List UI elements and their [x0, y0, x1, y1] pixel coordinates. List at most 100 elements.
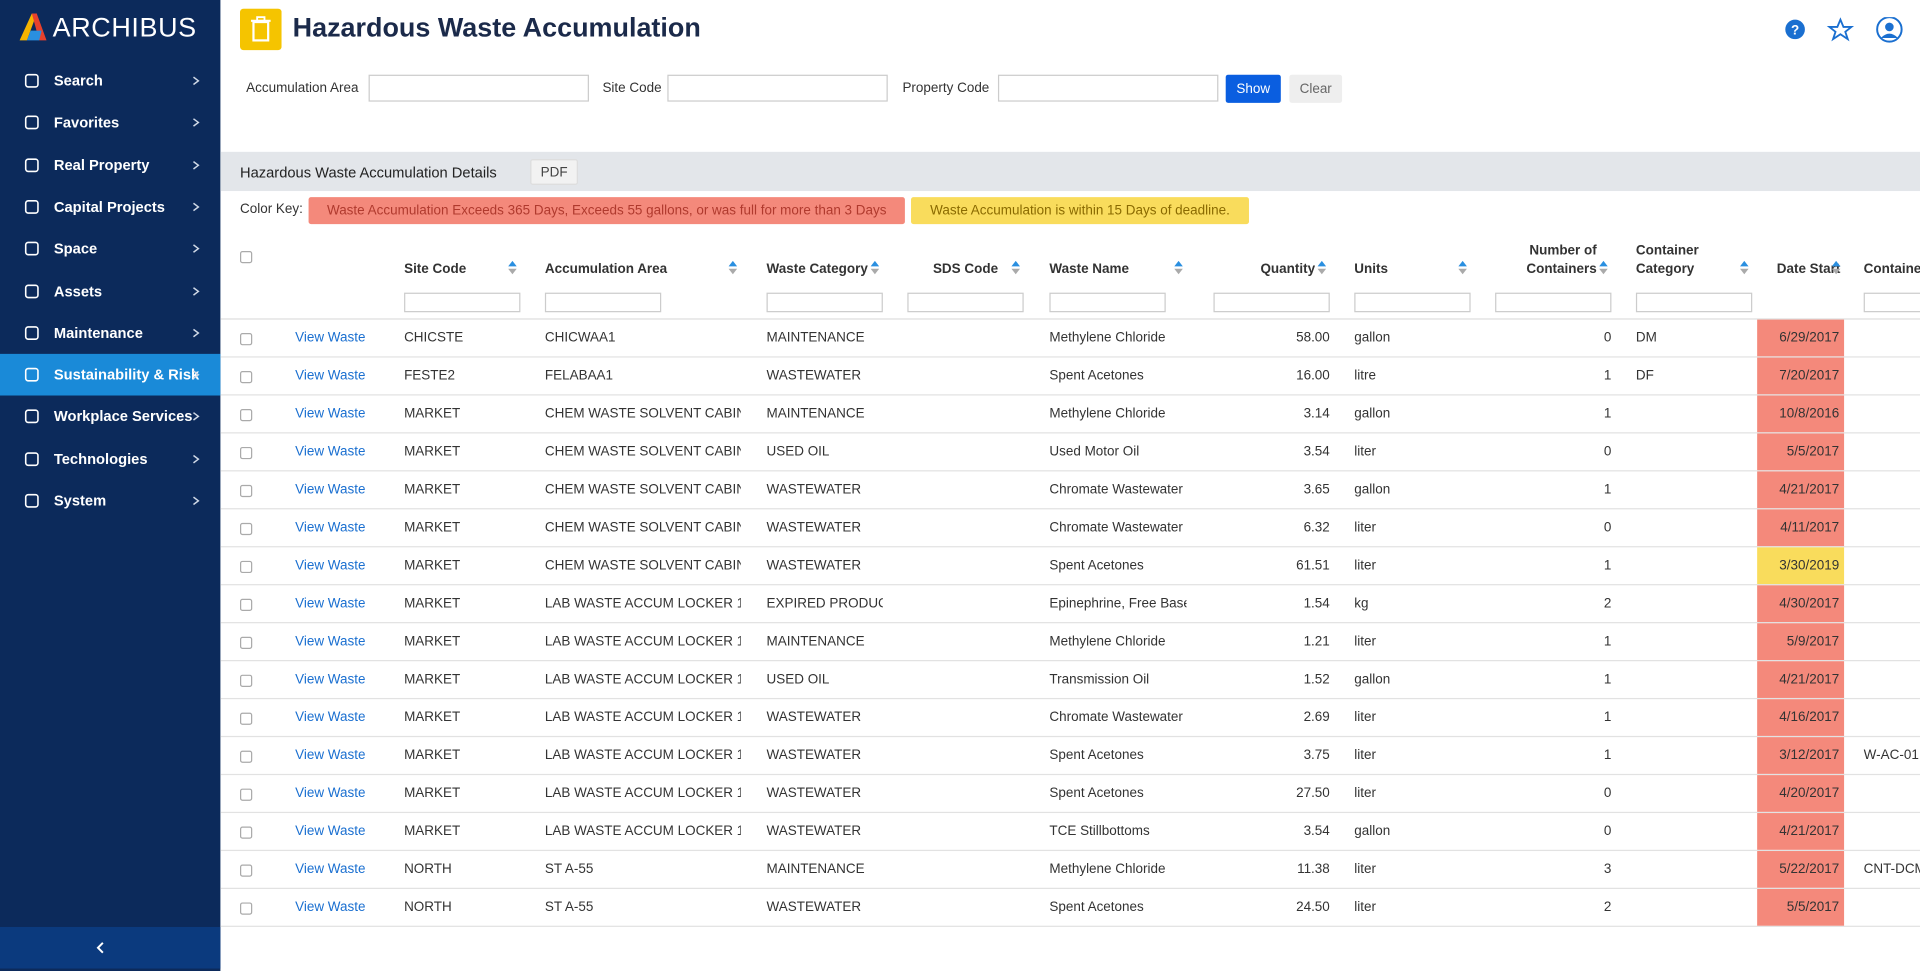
view-waste-link[interactable]: View Waste — [295, 547, 365, 584]
column-header[interactable]: Waste Name — [1049, 240, 1186, 279]
column-header[interactable]: Quantity — [1213, 240, 1315, 279]
view-waste-link[interactable]: View Waste — [295, 433, 365, 470]
table-cell: CHICWAA1 — [545, 320, 741, 357]
table-cell: Spent Acetones — [1049, 737, 1186, 774]
sort-icon[interactable] — [1318, 261, 1327, 276]
filter-input[interactable] — [998, 75, 1218, 102]
row-checkbox[interactable] — [240, 751, 252, 763]
table-cell: 1 — [1495, 547, 1611, 584]
view-waste-link[interactable]: View Waste — [295, 661, 365, 698]
filter-input[interactable] — [369, 75, 589, 102]
sort-icon[interactable] — [508, 261, 517, 276]
table-cell: 0 — [1495, 433, 1611, 470]
collapse-bar[interactable] — [0, 927, 220, 969]
nav-item[interactable]: Sustainability & Risk — [0, 354, 220, 396]
nav-item[interactable]: Assets — [0, 270, 220, 312]
nav-item[interactable]: Technologies — [0, 438, 220, 480]
row-checkbox[interactable] — [240, 713, 252, 725]
select-all[interactable] — [240, 251, 252, 263]
row-checkbox[interactable] — [240, 902, 252, 914]
column-filter[interactable] — [1213, 293, 1329, 313]
view-waste-link[interactable]: View Waste — [295, 889, 365, 926]
table-cell: liter — [1354, 699, 1470, 736]
view-waste-link[interactable]: View Waste — [295, 699, 365, 736]
column-filter[interactable] — [1495, 293, 1611, 313]
column-filter[interactable] — [1354, 293, 1470, 313]
view-waste-link[interactable]: View Waste — [295, 471, 365, 508]
column-header[interactable]: Container Category — [1636, 240, 1752, 279]
nav-item[interactable]: Workplace Services — [0, 396, 220, 438]
favorite-icon[interactable] — [1829, 20, 1851, 40]
column-filter[interactable] — [767, 293, 883, 313]
nav-item[interactable]: Maintenance — [0, 312, 220, 354]
column-header[interactable]: Accumulation Area — [545, 240, 741, 279]
pdf-button[interactable]: PDF — [530, 159, 578, 185]
table-cell: MARKET — [404, 699, 520, 736]
sort-icon[interactable] — [871, 261, 880, 276]
sort-icon[interactable] — [1011, 261, 1020, 276]
table-cell: 1 — [1495, 396, 1611, 433]
column-header[interactable]: Site Code — [404, 240, 520, 279]
column-filter[interactable] — [545, 293, 661, 313]
column-header[interactable]: Number of Containers — [1495, 240, 1597, 279]
table-cell: 24.50 — [1213, 889, 1329, 926]
nav-icon — [24, 325, 39, 340]
column-header[interactable]: Container — [1864, 240, 1920, 279]
sort-icon[interactable] — [1599, 261, 1608, 276]
column-header[interactable]: Units — [1354, 240, 1470, 279]
sort-icon[interactable] — [729, 261, 738, 276]
view-waste-link[interactable]: View Waste — [295, 813, 365, 850]
table-cell: gallon — [1354, 471, 1470, 508]
show-button[interactable]: Show — [1226, 75, 1281, 103]
row-checkbox[interactable] — [240, 599, 252, 611]
column-filter[interactable] — [1049, 293, 1165, 313]
color-key-item: Waste Accumulation is within 15 Days of … — [911, 197, 1249, 224]
sort-icon[interactable] — [1458, 261, 1467, 276]
table-cell: 0 — [1495, 509, 1611, 546]
view-waste-link[interactable]: View Waste — [295, 396, 365, 433]
view-waste-link[interactable]: View Waste — [295, 585, 365, 622]
column-filter[interactable] — [1864, 293, 1920, 313]
sort-icon[interactable] — [1174, 261, 1183, 276]
column-header[interactable]: Waste Category — [767, 240, 883, 279]
table-cell: MARKET — [404, 661, 520, 698]
row-checkbox[interactable] — [240, 333, 252, 345]
column-filter[interactable] — [404, 293, 520, 313]
row-checkbox[interactable] — [240, 371, 252, 383]
row-checkbox[interactable] — [240, 561, 252, 573]
view-waste-link[interactable]: View Waste — [295, 509, 365, 546]
view-waste-link[interactable]: View Waste — [295, 737, 365, 774]
nav-item[interactable]: Capital Projects — [0, 186, 220, 228]
nav-item[interactable]: Real Property — [0, 144, 220, 186]
row-checkbox[interactable] — [240, 637, 252, 649]
nav-item[interactable]: System — [0, 480, 220, 522]
column-filter[interactable] — [1636, 293, 1752, 313]
row-checkbox[interactable] — [240, 675, 252, 687]
view-waste-link[interactable]: View Waste — [295, 623, 365, 660]
view-waste-link[interactable]: View Waste — [295, 358, 365, 395]
nav-chevron — [192, 160, 199, 170]
row-checkbox[interactable] — [240, 485, 252, 497]
nav-item[interactable]: Space — [0, 228, 220, 270]
nav-item[interactable]: Favorites — [0, 102, 220, 144]
view-waste-link[interactable]: View Waste — [295, 775, 365, 812]
sort-icon[interactable] — [1740, 261, 1749, 276]
clear-button[interactable]: Clear — [1289, 75, 1342, 103]
table-cell: FESTE2 — [404, 358, 520, 395]
row-checkbox[interactable] — [240, 409, 252, 421]
view-waste-link[interactable]: View Waste — [295, 851, 365, 888]
nav-item[interactable]: Search — [0, 60, 220, 102]
sort-icon[interactable] — [1832, 261, 1841, 276]
collapse-icon — [96, 942, 106, 954]
column-filter[interactable] — [907, 293, 1023, 313]
row-checkbox[interactable] — [240, 789, 252, 801]
row-checkbox[interactable] — [240, 827, 252, 839]
filter-input[interactable] — [667, 75, 887, 102]
row-checkbox[interactable] — [240, 447, 252, 459]
view-waste-link[interactable]: View Waste — [295, 320, 365, 357]
row-checkbox[interactable] — [240, 864, 252, 876]
row-checkbox[interactable] — [240, 523, 252, 535]
column-header[interactable]: SDS Code — [907, 240, 1023, 279]
table-cell: MARKET — [404, 509, 520, 546]
table-cell: MAINTENANCE — [767, 623, 883, 660]
